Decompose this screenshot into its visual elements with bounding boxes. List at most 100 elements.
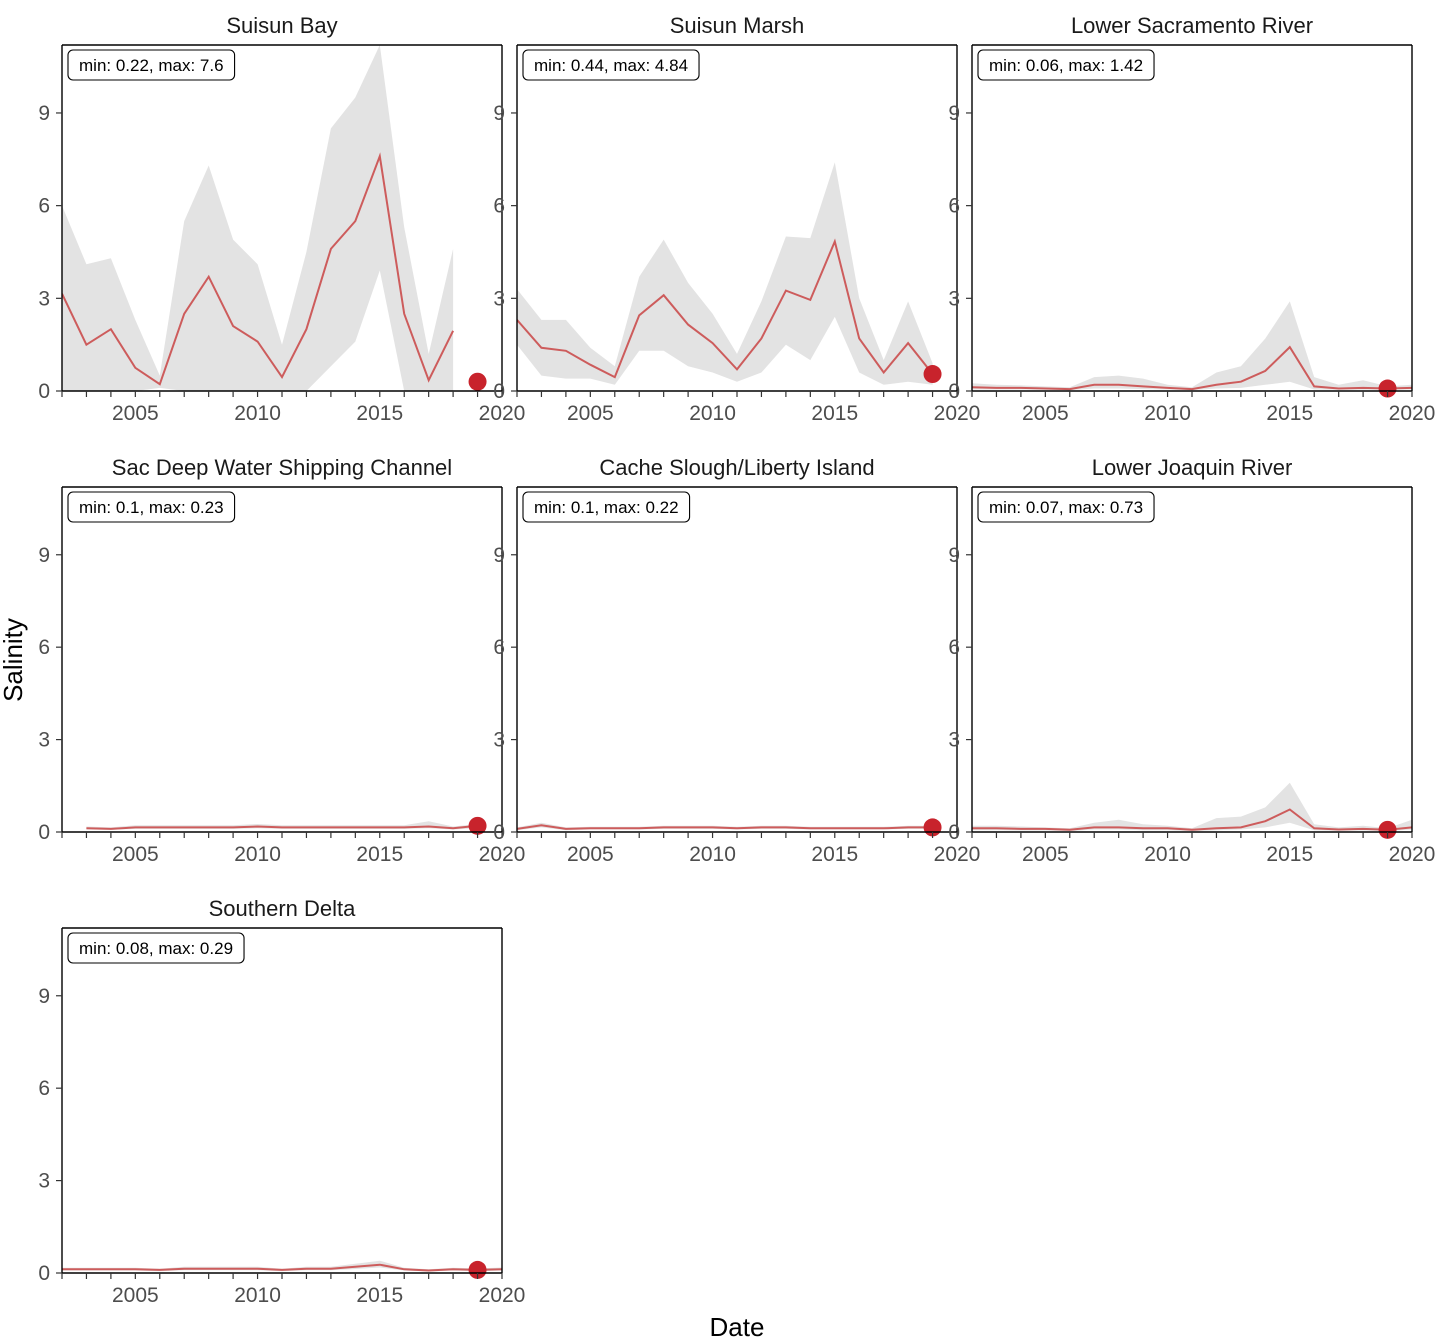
range-ribbon bbox=[972, 301, 1412, 391]
x-tick-label: 2010 bbox=[234, 843, 281, 866]
x-axis-title: Date bbox=[710, 1312, 765, 1342]
y-tick-label: 0 bbox=[493, 821, 505, 844]
y-tick-label: 3 bbox=[38, 287, 50, 310]
x-tick-label: 2010 bbox=[689, 843, 736, 866]
x-tick-label: 2015 bbox=[356, 402, 403, 425]
y-tick-label: 9 bbox=[493, 102, 505, 125]
current-year-point bbox=[1378, 820, 1397, 839]
y-tick-label: 6 bbox=[38, 636, 50, 659]
range-ribbon bbox=[517, 162, 933, 385]
x-tick-label: 2015 bbox=[1266, 402, 1313, 425]
minmax-text: min: 0.44, max: 4.84 bbox=[534, 56, 688, 75]
x-tick-label: 2005 bbox=[567, 402, 614, 425]
y-tick-label: 3 bbox=[493, 287, 505, 310]
current-year-point bbox=[923, 365, 942, 384]
x-tick-label: 2005 bbox=[112, 402, 159, 425]
minmax-label-box bbox=[522, 491, 691, 523]
minmax-label: min: 0.1, max: 0.22 bbox=[522, 491, 691, 523]
x-tick-label: 2005 bbox=[112, 1284, 159, 1307]
y-tick-label: 6 bbox=[38, 1077, 50, 1100]
plot-area bbox=[62, 1260, 502, 1272]
range-ribbon bbox=[972, 782, 1412, 832]
x-tick-label: 2010 bbox=[234, 402, 281, 425]
range-ribbon bbox=[86, 821, 478, 830]
y-tick-label: 9 bbox=[38, 985, 50, 1008]
x-tick-label: 2020 bbox=[479, 1284, 526, 1307]
mean-line bbox=[62, 152, 454, 386]
y-tick-label: 6 bbox=[38, 195, 50, 218]
x-tick-label: 2010 bbox=[689, 402, 736, 425]
plot-area bbox=[62, 45, 454, 391]
x-tick-label: 2020 bbox=[934, 402, 981, 425]
y-axis-title: Salinity bbox=[0, 618, 28, 702]
minmax-label: min: 0.22, max: 7.6 bbox=[67, 49, 236, 81]
minmax-text: min: 0.1, max: 0.23 bbox=[79, 498, 224, 517]
minmax-label: min: 0.07, max: 0.73 bbox=[977, 491, 1155, 523]
plot-area bbox=[972, 301, 1412, 391]
panel-title: Suisun Bay bbox=[226, 13, 337, 38]
current-year-point bbox=[468, 816, 487, 835]
x-tick-label: 2010 bbox=[1144, 843, 1191, 866]
y-tick-label: 3 bbox=[948, 729, 960, 752]
current-year-point bbox=[1378, 379, 1397, 398]
current-year-point bbox=[468, 1260, 487, 1279]
x-tick-label: 2015 bbox=[811, 843, 858, 866]
y-tick-label: 6 bbox=[493, 195, 505, 218]
y-tick-label: 9 bbox=[493, 544, 505, 567]
y-tick-label: 0 bbox=[493, 380, 505, 403]
y-tick-label: 9 bbox=[948, 544, 960, 567]
plot-area bbox=[517, 162, 934, 385]
facet-panel: 2005 2010 2015 2020 0 3 6 9 Lower Joaquin River m… bbox=[948, 455, 1435, 866]
minmax-text: min: 0.07, max: 0.73 bbox=[989, 498, 1143, 517]
y-tick-label: 3 bbox=[948, 287, 960, 310]
x-tick-label: 2015 bbox=[811, 402, 858, 425]
x-tick-label: 2010 bbox=[234, 1284, 281, 1307]
x-tick-label: 2015 bbox=[1266, 843, 1313, 866]
y-tick-label: 6 bbox=[948, 195, 960, 218]
minmax-text: min: 0.08, max: 0.29 bbox=[79, 939, 233, 958]
panel-title: Suisun Marsh bbox=[670, 13, 805, 38]
x-tick-label: 2005 bbox=[1022, 843, 1069, 866]
minmax-text: min: 0.06, max: 1.42 bbox=[989, 56, 1143, 75]
x-tick-label: 2020 bbox=[1389, 402, 1436, 425]
panel-title: Lower Sacramento River bbox=[1071, 13, 1313, 38]
x-tick-label: 2020 bbox=[934, 843, 981, 866]
y-tick-label: 0 bbox=[38, 380, 50, 403]
mean-line bbox=[972, 808, 1412, 831]
plot-area bbox=[86, 821, 478, 830]
x-tick-label: 2005 bbox=[112, 843, 159, 866]
mean-line bbox=[517, 824, 933, 830]
x-tick-label: 2005 bbox=[567, 843, 614, 866]
y-tick-label: 0 bbox=[948, 821, 960, 844]
mean-line bbox=[62, 1263, 502, 1272]
x-tick-label: 2005 bbox=[1022, 402, 1069, 425]
mean-line bbox=[86, 824, 478, 830]
x-tick-label: 2010 bbox=[1144, 402, 1191, 425]
minmax-text: min: 0.1, max: 0.22 bbox=[534, 498, 679, 517]
panel-title: Cache Slough/Liberty Island bbox=[599, 455, 874, 480]
y-tick-label: 0 bbox=[948, 380, 960, 403]
y-tick-label: 6 bbox=[948, 636, 960, 659]
panel-title: Southern Delta bbox=[209, 896, 357, 921]
minmax-label-box bbox=[67, 49, 236, 81]
y-tick-label: 9 bbox=[38, 544, 50, 567]
minmax-label-box bbox=[977, 491, 1155, 523]
y-tick-label: 3 bbox=[493, 729, 505, 752]
x-tick-label: 2015 bbox=[356, 843, 403, 866]
x-tick-label: 2015 bbox=[356, 1284, 403, 1307]
y-tick-label: 6 bbox=[493, 636, 505, 659]
minmax-label-box bbox=[67, 491, 236, 523]
y-tick-label: 3 bbox=[38, 729, 50, 752]
minmax-label: min: 0.06, max: 1.42 bbox=[977, 49, 1155, 81]
current-year-point bbox=[468, 372, 487, 391]
y-tick-label: 0 bbox=[38, 1262, 50, 1285]
x-tick-label: 2020 bbox=[479, 843, 526, 866]
minmax-label: min: 0.44, max: 4.84 bbox=[522, 49, 700, 81]
minmax-label: min: 0.1, max: 0.23 bbox=[67, 491, 236, 523]
